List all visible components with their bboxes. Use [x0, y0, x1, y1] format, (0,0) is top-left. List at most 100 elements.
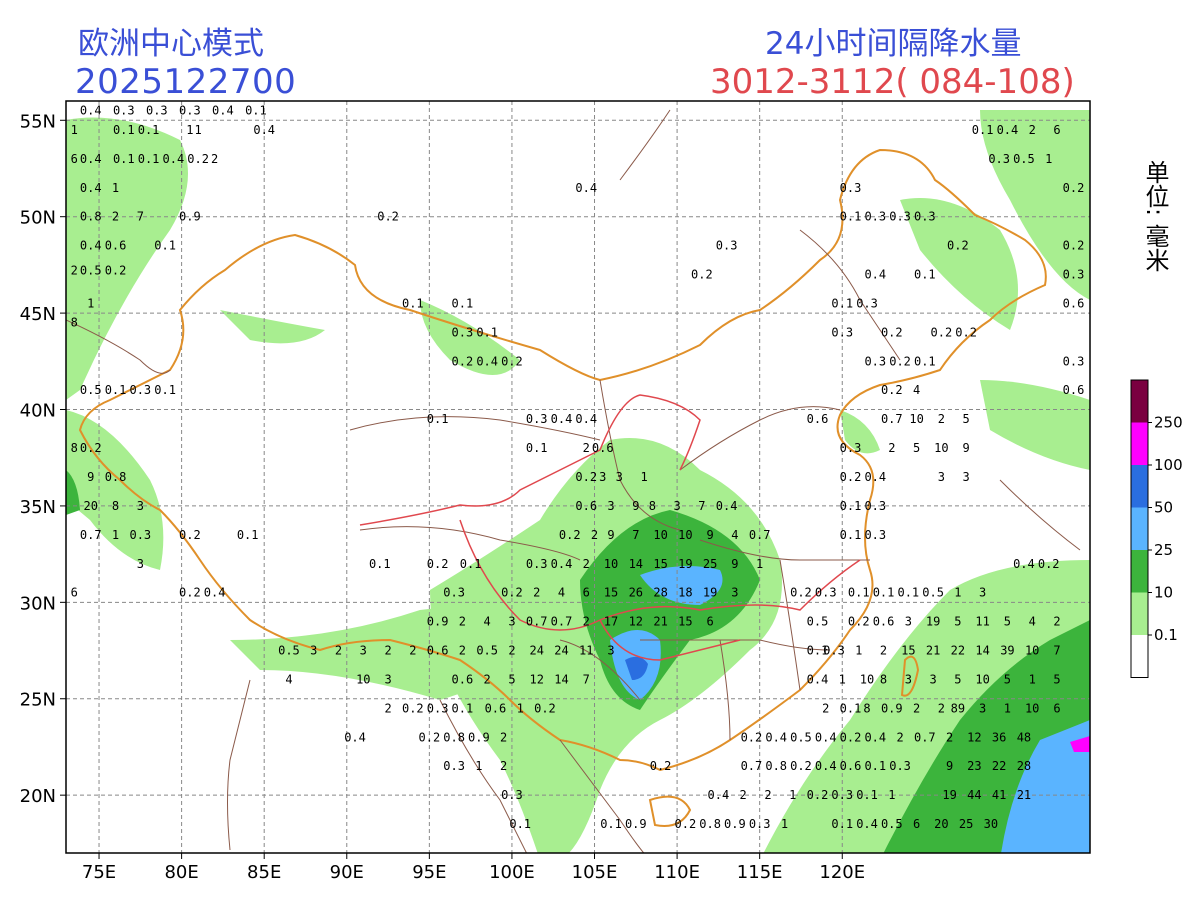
station-value: 10 [356, 672, 370, 686]
station-value: 21 [926, 644, 940, 658]
init-time: 2025122700 [75, 62, 297, 102]
station-value: 19 [703, 586, 717, 600]
station-value: 7 [632, 528, 639, 542]
station-value: 2 [740, 788, 747, 802]
station-value: 2 [500, 730, 507, 744]
station-value: 0.4 [856, 817, 878, 831]
station-value: 0.6 [592, 441, 614, 455]
station-value: 0.3 [526, 557, 548, 571]
legend-label: 50 [1154, 499, 1173, 517]
basin-yellow-river [359, 394, 701, 526]
station-value: 0.1 [460, 557, 482, 571]
station-value: 0.4 [708, 788, 730, 802]
station-value: 5 [1004, 672, 1011, 686]
station-value: 24 [529, 644, 543, 658]
precip-area-sichuan-blue [640, 566, 723, 605]
station-value: 0.2 [840, 730, 862, 744]
station-value: 0.6 [1063, 383, 1085, 397]
station-value: 15 [901, 644, 915, 658]
station-value: 0.3 [840, 441, 862, 455]
station-value: 0.1 [154, 239, 176, 253]
province-line-10 [799, 229, 901, 361]
station-value: 28 [653, 586, 667, 600]
station-value: 7 [698, 499, 705, 513]
station-value: 2 [335, 644, 342, 658]
precip-area-west-green [66, 470, 80, 515]
station-value: 0.2 [675, 817, 697, 831]
precip-area-east-sea-magenta [1070, 736, 1090, 752]
station-value: 0.2 [501, 354, 523, 368]
province-line-2 [359, 526, 581, 561]
station-value: 2 [896, 730, 903, 744]
precip-area-guizhou-dark [625, 656, 648, 680]
station-value: 5 [963, 412, 970, 426]
station-value: 2 [533, 586, 540, 600]
station-value: 7 [1053, 644, 1060, 658]
station-value: 0.1 [848, 586, 870, 600]
station-value: 0.1 [154, 383, 176, 397]
station-value: 0.2 [840, 470, 862, 484]
station-value: 6 [707, 615, 714, 629]
station-value: 1 [756, 557, 763, 571]
station-value: 0.1 [402, 296, 424, 310]
station-value: 2 [508, 644, 515, 658]
station-value: 0.2 [1038, 557, 1060, 571]
station-value: 0.2 [807, 788, 829, 802]
station-value: 0.3 [864, 499, 886, 513]
station-value: 3 [673, 499, 680, 513]
station-value: 48 [1017, 730, 1031, 744]
station-value: 0.4 [80, 104, 102, 118]
station-value: 0.2 [848, 615, 870, 629]
station-value: 15 [678, 615, 692, 629]
station-value: 3 [607, 499, 614, 513]
station-value: 0.2 [427, 557, 449, 571]
station-value: 0.2 [741, 730, 763, 744]
station-value: 0.7 [526, 615, 548, 629]
station-value: 2 [946, 730, 953, 744]
station-value: 2 [384, 644, 391, 658]
station-value: 0.4 [575, 412, 597, 426]
station-value: 0.1 [856, 788, 878, 802]
station-value: 89 [951, 701, 965, 715]
station-value: 10 [975, 672, 989, 686]
lon-tick-label: 115E [737, 862, 783, 883]
country-line-russia-east [619, 109, 671, 181]
station-value: 0.2 [1063, 181, 1085, 195]
station-value: 9 [607, 528, 614, 542]
station-value: 0.2 [559, 528, 581, 542]
country-line-vietnam [559, 739, 645, 853]
station-value: 3 [905, 672, 912, 686]
station-value: 0.3 [443, 759, 465, 773]
station-value: 11 [975, 615, 989, 629]
station-value: 2 [938, 701, 945, 715]
precip-area-tianshan [220, 310, 325, 344]
station-value: 2 [583, 557, 590, 571]
station-value: 0.1 [138, 123, 160, 137]
station-value: 0.3 [815, 586, 837, 600]
station-value: 0.3 [914, 210, 936, 224]
station-value: 9 [731, 557, 738, 571]
station-value: 0.7 [881, 412, 903, 426]
station-value: 3 [310, 644, 317, 658]
station-value: 0.4 [80, 152, 102, 166]
station-value: 0.1 [840, 499, 862, 513]
station-value: 6 [913, 817, 920, 831]
lat-tick-label: 35N [20, 497, 56, 518]
station-value: 1 [112, 528, 119, 542]
map-frame [65, 100, 1091, 854]
station-value: 12 [629, 615, 643, 629]
station-value: 10 [604, 557, 618, 571]
station-value: 0.3 [501, 788, 523, 802]
station-value: 19 [942, 788, 956, 802]
legend-frame [1130, 379, 1149, 678]
station-value: 1 [186, 123, 193, 137]
station-value: 2 [583, 615, 590, 629]
precip-area-east-sea-blue [1001, 720, 1090, 853]
station-value: 0.2 [402, 701, 424, 715]
station-value: 0.1 [245, 104, 267, 118]
station-value: 0.1 [807, 644, 829, 658]
station-value: 0.2 [790, 586, 812, 600]
station-value: 0.2 [179, 586, 201, 600]
station-value: 22 [992, 759, 1006, 773]
station-value: 0.1 [113, 123, 135, 137]
